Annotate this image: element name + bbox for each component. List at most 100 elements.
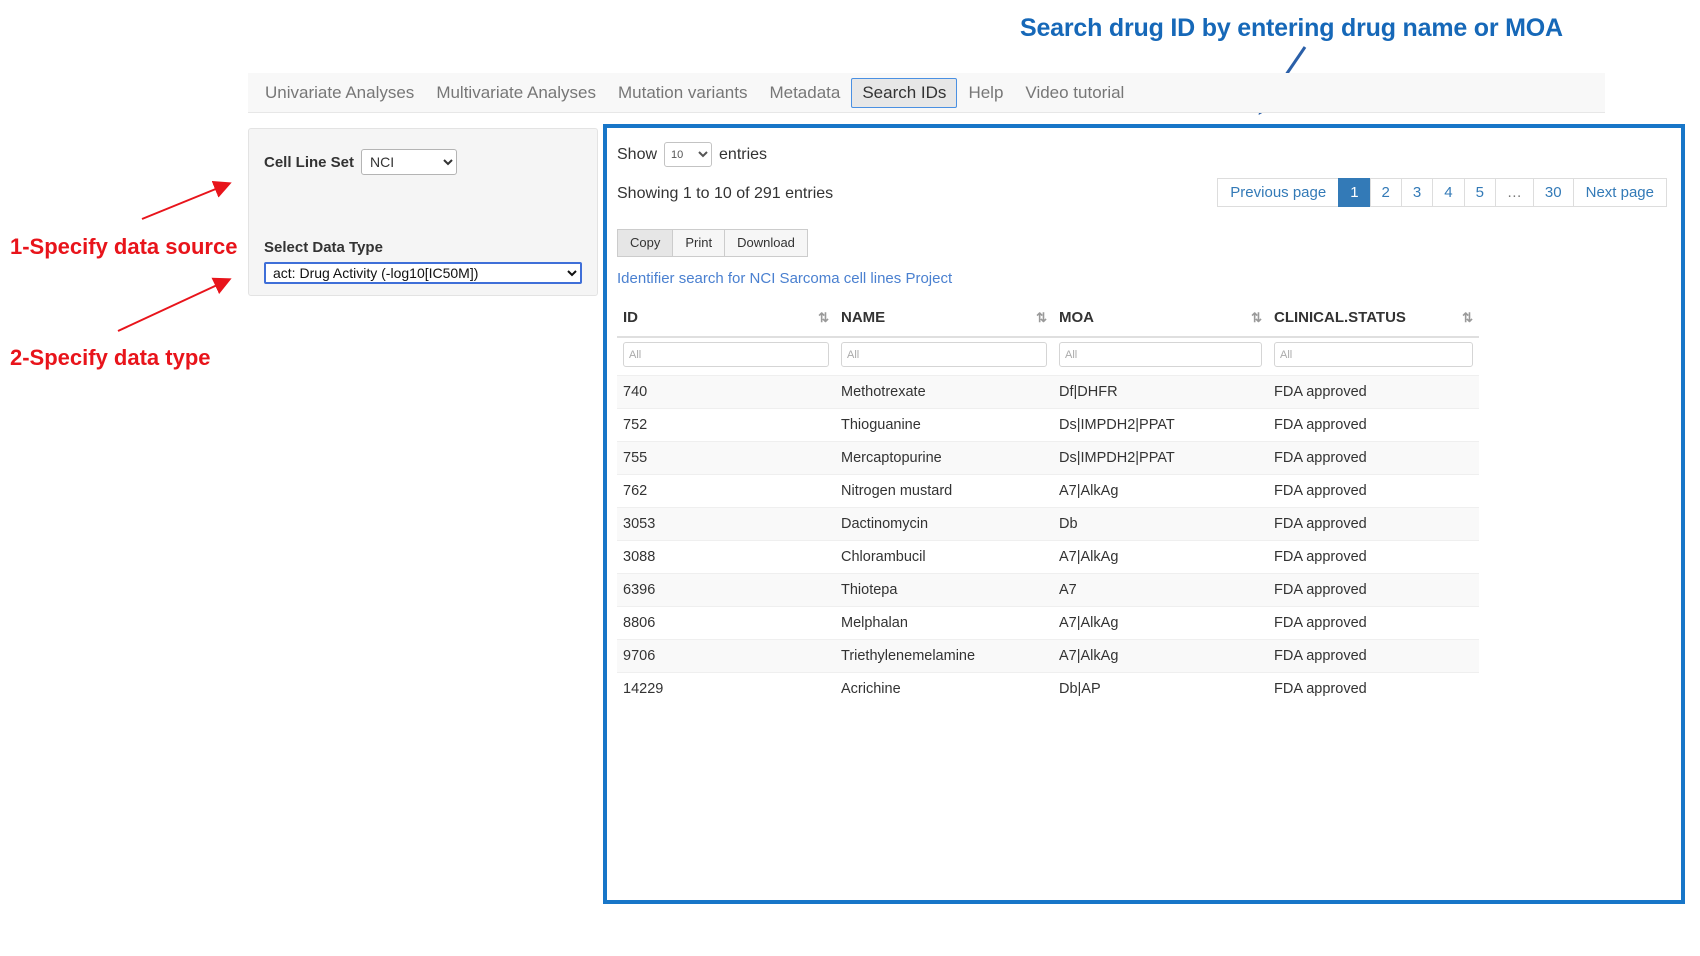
table-row[interactable]: 752 Thioguanine Ds|IMPDH2|PPAT FDA appro…: [617, 408, 1479, 442]
table-row[interactable]: 3053 Dactinomycin Db FDA approved: [617, 507, 1479, 541]
cell-id: 6396: [617, 573, 835, 607]
cell-clinical-status: FDA approved: [1268, 507, 1479, 541]
cell-clinical-status: FDA approved: [1268, 408, 1479, 442]
cell-line-set-label: Cell Line Set: [264, 153, 355, 171]
filter-input-clinical-status[interactable]: [1274, 342, 1473, 367]
print-button[interactable]: Print: [672, 229, 725, 257]
nav-item-metadata[interactable]: Metadata: [769, 82, 841, 102]
show-label: Show: [617, 145, 658, 163]
cell-id: 14229: [617, 672, 835, 705]
column-header-clinical-status[interactable]: CLINICAL.STATUS ⇅: [1268, 301, 1479, 338]
cell-id: 9706: [617, 639, 835, 673]
sort-icon[interactable]: ⇅: [818, 310, 829, 325]
pagination-next[interactable]: Next page: [1572, 178, 1667, 207]
cell-moa: Db|AP: [1053, 672, 1268, 705]
data-type-field: Select Data Type act: Drug Activity (-lo…: [264, 239, 582, 284]
cell-name: Nitrogen mustard: [835, 474, 1053, 508]
table-row[interactable]: 14229 Acrichine Db|AP FDA approved: [617, 672, 1479, 705]
cell-moa: A7|AlkAg: [1053, 639, 1268, 673]
filter-cell-moa: [1053, 336, 1268, 376]
filter-input-moa[interactable]: [1059, 342, 1262, 367]
filter-cell-clinical-status: [1268, 336, 1479, 376]
table-row[interactable]: 740 Methotrexate Df|DHFR FDA approved: [617, 375, 1479, 409]
cell-line-set-select[interactable]: NCI: [361, 149, 458, 175]
pagination: Previous page 1 2 3 4 5 … 30 Next page: [1217, 178, 1667, 207]
cell-id: 762: [617, 474, 835, 508]
data-type-label: Select Data Type: [264, 239, 383, 256]
column-header-moa[interactable]: MOA ⇅: [1053, 301, 1268, 338]
copy-button[interactable]: Copy: [617, 229, 673, 257]
cell-id: 8806: [617, 606, 835, 640]
pagination-page-4[interactable]: 4: [1432, 178, 1464, 207]
pagination-previous[interactable]: Previous page: [1217, 178, 1339, 207]
column-header-id-label: ID: [623, 309, 638, 326]
cell-moa: A7: [1053, 573, 1268, 607]
cell-clinical-status: FDA approved: [1268, 573, 1479, 607]
cell-name: Thioguanine: [835, 408, 1053, 442]
pagination-page-5[interactable]: 5: [1463, 178, 1495, 207]
filter-cell-name: [835, 336, 1053, 376]
table-header-row: ID ⇅ NAME ⇅ MOA ⇅ CLINICAL.STATUS ⇅: [617, 301, 1479, 338]
search-ids-panel: Show 10 entries Showing 1 to 10 of 291 e…: [603, 124, 1685, 904]
cell-moa: A7|AlkAg: [1053, 540, 1268, 574]
export-buttons: Copy Print Download: [617, 229, 1663, 257]
cell-clinical-status: FDA approved: [1268, 474, 1479, 508]
nav-item-mutation-variants[interactable]: Mutation variants: [618, 82, 748, 102]
page-length-select[interactable]: 10: [664, 142, 713, 167]
column-header-name[interactable]: NAME ⇅: [835, 301, 1053, 338]
download-button[interactable]: Download: [724, 229, 808, 257]
cell-clinical-status: FDA approved: [1268, 540, 1479, 574]
column-header-name-label: NAME: [841, 309, 886, 326]
table-row[interactable]: 8806 Melphalan A7|AlkAg FDA approved: [617, 606, 1479, 640]
table-row[interactable]: 9706 Triethylenemelamine A7|AlkAg FDA ap…: [617, 639, 1479, 673]
table-body: 740 Methotrexate Df|DHFR FDA approved 75…: [617, 375, 1479, 705]
table-row[interactable]: 6396 Thiotepa A7 FDA approved: [617, 573, 1479, 607]
sort-icon[interactable]: ⇅: [1251, 310, 1262, 325]
cell-moa: Db: [1053, 507, 1268, 541]
column-header-clinical-status-label: CLINICAL.STATUS: [1274, 309, 1406, 326]
filter-input-id[interactable]: [623, 342, 829, 367]
filter-input-name[interactable]: [841, 342, 1047, 367]
nav-item-univariate-analyses[interactable]: Univariate Analyses: [265, 82, 415, 102]
callout-step-2: 2-Specify data type: [10, 345, 211, 370]
nav-item-video-tutorial[interactable]: Video tutorial: [1025, 82, 1125, 102]
cell-name: Chlorambucil: [835, 540, 1053, 574]
pagination-page-2[interactable]: 2: [1369, 178, 1401, 207]
cell-clinical-status: FDA approved: [1268, 441, 1479, 475]
cell-name: Triethylenemelamine: [835, 639, 1053, 673]
cell-moa: A7|AlkAg: [1053, 606, 1268, 640]
pagination-page-1[interactable]: 1: [1338, 178, 1370, 207]
cell-moa: A7|AlkAg: [1053, 474, 1268, 508]
pagination-page-30[interactable]: 30: [1532, 178, 1573, 207]
pagination-page-3[interactable]: 3: [1400, 178, 1433, 207]
cell-id: 740: [617, 375, 835, 409]
nav-item-multivariate-analyses[interactable]: Multivariate Analyses: [436, 82, 596, 102]
cell-moa: Ds|IMPDH2|PPAT: [1053, 408, 1268, 442]
cell-name: Thiotepa: [835, 573, 1053, 607]
table-filter-row: [617, 336, 1479, 376]
cell-clinical-status: FDA approved: [1268, 606, 1479, 640]
table-row[interactable]: 755 Mercaptopurine Ds|IMPDH2|PPAT FDA ap…: [617, 441, 1479, 475]
cell-clinical-status: FDA approved: [1268, 672, 1479, 705]
nav-item-help[interactable]: Help: [968, 82, 1004, 102]
cell-clinical-status: FDA approved: [1268, 639, 1479, 673]
sort-icon[interactable]: ⇅: [1462, 310, 1473, 325]
identifier-search-link[interactable]: Identifier search for NCI Sarcoma cell l…: [617, 270, 953, 287]
cell-clinical-status: FDA approved: [1268, 375, 1479, 409]
cell-name: Acrichine: [835, 672, 1053, 705]
cell-id: 3053: [617, 507, 835, 541]
table-row[interactable]: 3088 Chlorambucil A7|AlkAg FDA approved: [617, 540, 1479, 574]
cell-id: 755: [617, 441, 835, 475]
nav-item-search-ids[interactable]: Search IDs: [851, 77, 958, 108]
column-header-id[interactable]: ID ⇅: [617, 301, 835, 338]
cell-moa: Ds|IMPDH2|PPAT: [1053, 441, 1268, 475]
sort-icon[interactable]: ⇅: [1036, 310, 1047, 325]
cell-name: Methotrexate: [835, 375, 1053, 409]
entries-label: entries: [719, 145, 768, 163]
main-navbar: Univariate Analyses Multivariate Analyse…: [248, 73, 1605, 113]
callout-title: Search drug ID by entering drug name or …: [1020, 14, 1563, 42]
drug-id-table: ID ⇅ NAME ⇅ MOA ⇅ CLINICAL.STATUS ⇅: [617, 301, 1479, 705]
data-type-select[interactable]: act: Drug Activity (-log10[IC50M]): [264, 262, 582, 284]
table-row[interactable]: 762 Nitrogen mustard A7|AlkAg FDA approv…: [617, 474, 1479, 508]
cell-id: 3088: [617, 540, 835, 574]
